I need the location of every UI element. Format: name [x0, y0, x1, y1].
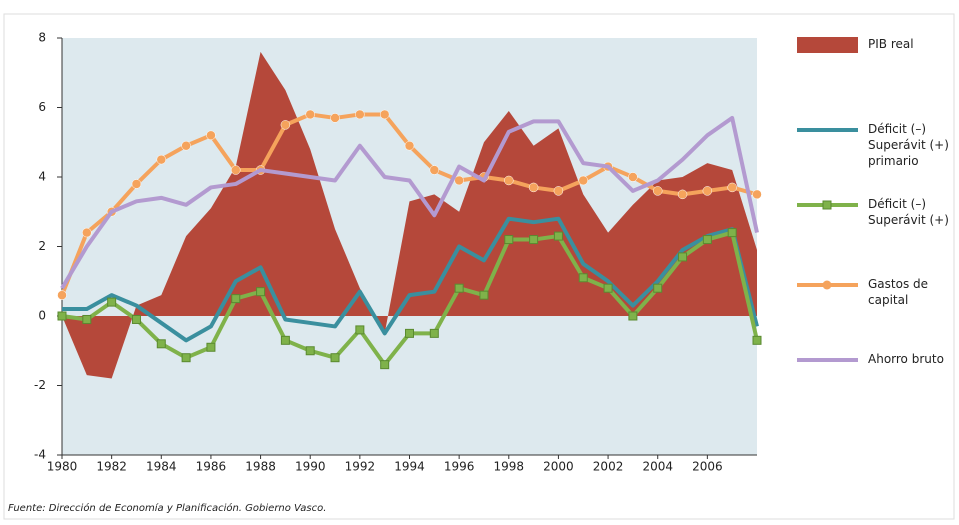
x-tick-label: 1988 [245, 460, 276, 474]
x-tick-label: 1980 [47, 460, 78, 474]
point [504, 235, 514, 245]
point [280, 335, 290, 345]
point [280, 120, 291, 130]
point [107, 297, 117, 307]
point [330, 113, 340, 123]
legend-label: Déficit (–) Superávit (+) [868, 197, 949, 227]
y-tick-label: 0 [38, 309, 46, 323]
frame [3, 13, 955, 520]
y-tick-label: 2 [38, 239, 46, 253]
point [156, 154, 167, 165]
point [355, 109, 365, 120]
x-tick-label: 2004 [642, 460, 673, 474]
point [429, 165, 440, 175]
point [131, 314, 141, 324]
x-tick-label: 1982 [96, 460, 127, 474]
point [702, 235, 712, 245]
point [330, 353, 340, 363]
point [727, 182, 737, 193]
point [553, 231, 563, 241]
source: Fuente: Dirección de Economía y Planific… [8, 503, 327, 514]
point [380, 360, 390, 370]
point [702, 186, 713, 196]
point [82, 314, 92, 324]
point [429, 328, 439, 338]
point [379, 109, 390, 120]
point [305, 109, 315, 120]
point [752, 189, 762, 200]
point [181, 140, 191, 151]
y-tick-label: 8 [38, 31, 46, 45]
point [727, 228, 737, 238]
point [479, 290, 489, 300]
x-tick-label: 1998 [494, 460, 525, 474]
legend-marker [822, 280, 832, 290]
point [206, 342, 216, 352]
x-tick-label: 2006 [692, 460, 723, 474]
x-tick-label: 2002 [593, 460, 624, 474]
point [57, 311, 67, 321]
point [181, 353, 191, 363]
point [82, 227, 92, 238]
point [231, 165, 241, 175]
point [653, 283, 663, 293]
x-tick-label: 1994 [394, 460, 425, 474]
point [678, 252, 688, 262]
point [206, 130, 216, 141]
x-tick-label: 2000 [543, 460, 574, 474]
x-tick-label: 1992 [345, 460, 376, 474]
point [578, 273, 588, 283]
point [131, 179, 142, 189]
line [62, 216, 759, 343]
point [628, 172, 638, 182]
y-tick-label: 4 [38, 170, 46, 184]
point [405, 328, 414, 338]
legend-label: Ahorro bruto [868, 352, 944, 366]
legend-marker [822, 200, 832, 210]
point [355, 325, 365, 335]
point [528, 182, 539, 193]
point [504, 175, 514, 186]
point [305, 346, 315, 356]
x-tick-label: 1986 [196, 460, 227, 474]
legend-label: Déficit (–) Superávit (+) primario [868, 122, 949, 168]
point [553, 186, 564, 196]
legend-label: PIB real [868, 37, 914, 51]
x-tick-label: 1984 [146, 460, 177, 474]
point [231, 294, 241, 304]
point [404, 140, 415, 151]
legend-swatch [797, 37, 858, 53]
point [603, 283, 613, 293]
point [677, 189, 688, 200]
point [454, 283, 464, 293]
y-tick-label: -4 [34, 448, 46, 462]
point [652, 186, 663, 196]
point [628, 311, 638, 321]
point [529, 235, 539, 245]
legend-label: Gastos de capital [868, 277, 929, 307]
point [57, 290, 67, 300]
point [578, 175, 588, 186]
point [752, 335, 762, 345]
x-tick-label: 1996 [444, 460, 475, 474]
y-tick-label: -2 [34, 378, 46, 392]
point [156, 339, 166, 349]
point [256, 287, 266, 297]
point [454, 175, 464, 186]
line [60, 115, 759, 290]
x-tick-label: 1990 [295, 460, 326, 474]
y-tick-label: 6 [38, 100, 46, 114]
